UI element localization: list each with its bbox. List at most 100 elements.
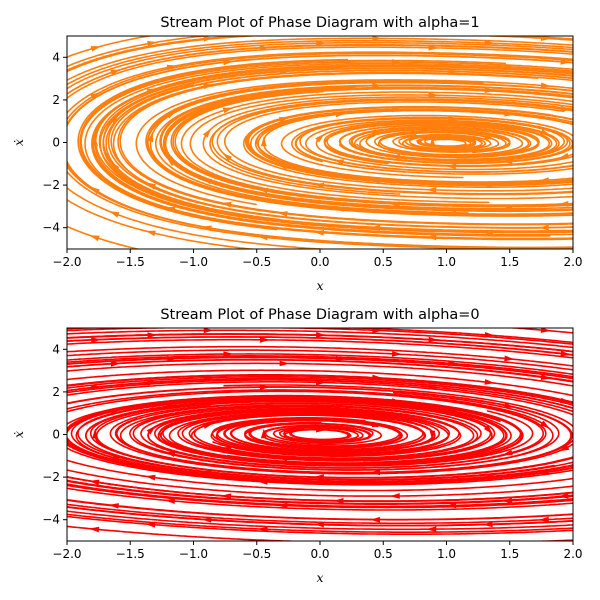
streamline-arrow: [538, 516, 549, 523]
chart-bottom-ticks: −2.0 −1.5 −1.0 −0.5 0.0 0.5 1.0 1.5 2.0 −4 −2 0 2 4: [42, 342, 582, 561]
x-tick-label: −1.5: [116, 255, 145, 269]
streamline-arrow: [540, 129, 551, 136]
streamline: [67, 525, 573, 541]
streamline-arrow: [203, 328, 214, 334]
y-tick-label: −4: [42, 221, 60, 235]
streamline-arrow: [389, 493, 400, 499]
streamline-arrow: [540, 82, 551, 89]
chart-top-xlabel: x: [316, 278, 323, 293]
streamline: [67, 510, 573, 531]
chart-bottom: Stream Plot of Phase Diagram with alpha=…: [11, 307, 583, 585]
streamline: [67, 333, 573, 353]
streamline: [304, 119, 573, 173]
x-tick-label: −1.5: [116, 547, 145, 561]
streamline-arrow: [540, 420, 550, 429]
streamline-arrow: [165, 498, 176, 504]
streamline-arrow: [428, 384, 439, 390]
streamline: [67, 51, 573, 115]
streamline-arrow: [222, 107, 233, 114]
streamline-arrow: [484, 332, 495, 338]
streamline: [163, 86, 573, 210]
y-tick-label: 0: [52, 136, 60, 150]
y-tick-label: −2: [42, 178, 60, 192]
x-tick-label: 1.5: [500, 547, 519, 561]
streamline: [84, 62, 573, 211]
streamline-arrow: [428, 44, 439, 51]
streamline: [109, 404, 573, 475]
streamline-arrow: [109, 211, 120, 218]
chart-top-streams: [67, 36, 573, 249]
streamline-arrow: [504, 355, 515, 362]
streamline-arrow: [333, 498, 344, 504]
y-tick-label: 2: [52, 385, 60, 399]
streamline-arrow: [560, 350, 571, 357]
chart-top-ticks: −2.0 −1.5 −1.0 −0.5 0.0 0.5 1.0 1.5 2.0 −4 −2 0 2 4: [42, 50, 582, 269]
x-tick-label: −1.0: [179, 255, 208, 269]
x-tick-label: −2.0: [52, 255, 81, 269]
streamline: [67, 349, 573, 371]
y-tick-label: 2: [52, 93, 60, 107]
streamline-arrow: [222, 153, 232, 162]
streamline-arrow: [428, 336, 439, 343]
streamline: [67, 506, 573, 527]
streamline: [67, 374, 573, 405]
streamline-arrow: [89, 526, 100, 533]
streamline: [202, 96, 573, 200]
streamline: [67, 36, 573, 72]
streamline-arrow: [483, 425, 493, 435]
streamline-arrow: [504, 63, 515, 70]
streamline: [244, 105, 573, 186]
streamline-arrow: [147, 131, 154, 143]
streamline: [67, 487, 573, 511]
streamline-arrow: [426, 526, 437, 532]
x-tick-label: 0.5: [374, 547, 393, 561]
streamline: [67, 198, 258, 249]
streamline-arrow: [110, 114, 119, 124]
streamline: [67, 36, 213, 68]
y-tick-label: −2: [42, 470, 60, 484]
streamline-arrow: [482, 521, 493, 528]
chart-bottom-streams: [67, 328, 573, 541]
streamline: [67, 46, 573, 100]
streamline: [67, 483, 573, 508]
streamline-arrow: [166, 64, 177, 71]
streamline-arrow: [90, 92, 101, 100]
streamline-arrow: [145, 474, 156, 481]
streamline-arrow: [391, 351, 402, 357]
streamline-arrow: [538, 469, 550, 475]
streamline-arrow: [538, 224, 549, 231]
chart-bottom-ylabel: ẋ: [11, 431, 26, 438]
x-tick-label: 1.5: [500, 255, 519, 269]
streamline-arrow: [260, 136, 267, 147]
streamline-arrow: [446, 502, 456, 509]
streamline-arrow: [484, 134, 495, 140]
x-tick-label: 0.0: [310, 547, 329, 561]
y-tick-label: −4: [42, 513, 60, 527]
y-tick-label: 4: [52, 50, 60, 64]
streamline: [67, 356, 573, 380]
streamline-arrow: [277, 211, 288, 217]
streamline-arrow: [203, 423, 214, 429]
streamline: [91, 64, 573, 237]
streamline: [67, 345, 573, 367]
streamline: [67, 390, 545, 469]
streamline: [67, 355, 573, 378]
streamline-arrow: [560, 106, 571, 112]
streamline-arrow: [370, 516, 381, 523]
streamline-arrow: [558, 152, 569, 159]
streamline-arrow: [504, 402, 515, 409]
streamline: [67, 503, 573, 525]
streamline-arrow: [202, 128, 212, 138]
streamline: [189, 94, 573, 204]
streamline: [135, 79, 573, 206]
streamline: [67, 443, 573, 485]
streamline: [67, 41, 573, 90]
streamline: [211, 98, 573, 196]
x-tick-label: 1.0: [437, 547, 456, 561]
streamline: [94, 73, 573, 234]
streamline-arrow: [558, 492, 569, 499]
streamline: [326, 122, 573, 167]
streamline-arrow: [315, 133, 325, 143]
streamline-arrow: [558, 201, 569, 207]
